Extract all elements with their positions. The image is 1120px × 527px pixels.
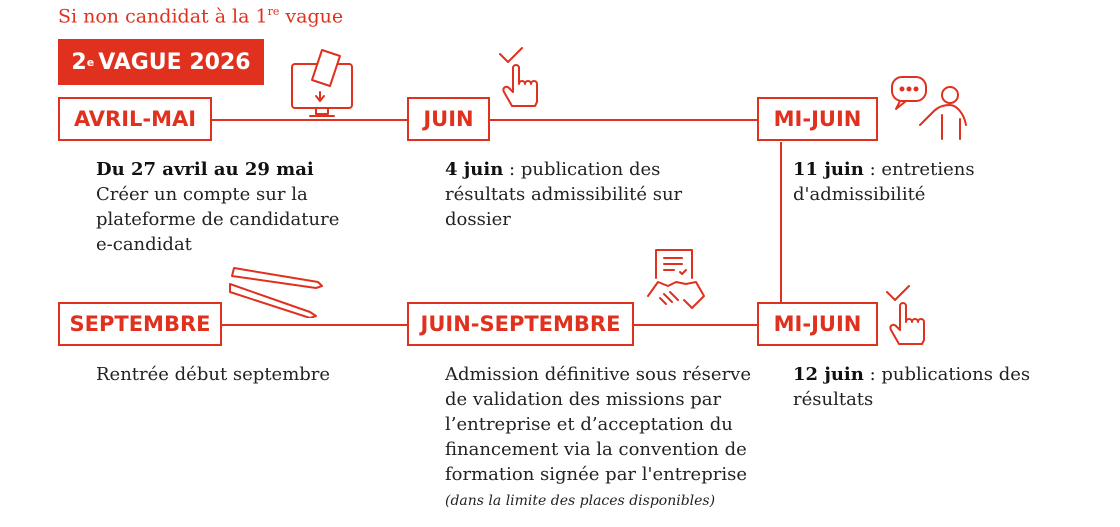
step-label-juin-septembre: JUIN-SEPTEMBRE <box>407 302 634 346</box>
step-label-mi-juin-2: MI-JUIN <box>757 302 878 346</box>
step-text: 11 juin : entretiens d'admissibilité <box>793 159 975 205</box>
person-speech-icon <box>891 76 967 140</box>
step-text: Admission définitive sous réserve de val… <box>445 364 751 509</box>
computer-download-icon <box>291 49 353 117</box>
step-label-juin: JUIN <box>407 97 490 141</box>
step-text: 4 juin : publication des résultats admis… <box>445 159 683 230</box>
step-text: Rentrée début septembre <box>96 364 331 385</box>
step-label-mi-juin: MI-JUIN <box>757 97 878 141</box>
contract-handshake-icon <box>647 249 705 309</box>
subtitle: Si non candidat à la 1re vague <box>58 5 344 28</box>
pens-icon <box>229 267 323 318</box>
step-label-septembre: SEPTEMBRE <box>58 302 222 346</box>
step-text: Du 27 avril au 29 mai Créer un compte sur… <box>96 159 340 255</box>
connector-line <box>780 142 782 302</box>
hand-check-icon <box>499 47 538 107</box>
step-label-avril-mai: AVRIL-MAI <box>58 97 212 141</box>
wave-badge: 2 e VAGUE 2026 <box>58 39 264 85</box>
hand-check-icon <box>886 285 925 345</box>
step-text: 12 juin : publications des résultats <box>793 364 1031 410</box>
